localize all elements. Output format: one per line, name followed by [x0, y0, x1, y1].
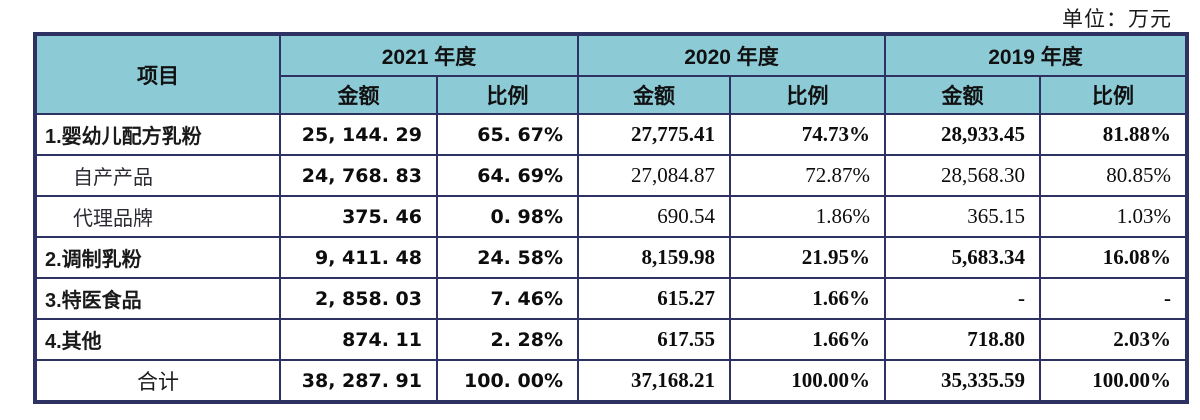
row-label: 1.婴幼儿配方乳粉 — [34, 113, 281, 156]
revenue-breakdown-table: 项目 2021 年度 2020 年度 2019 年度 金额 比例 金额 比例 金… — [33, 32, 1189, 404]
amount-cell-2019: 365.15 — [884, 195, 1041, 238]
ratio-cell-2021: 24. 58% — [436, 236, 579, 279]
ratio-cell-2021: 64. 69% — [436, 154, 579, 197]
amount-cell-2021: 24, 768. 83 — [279, 154, 438, 197]
amount-cell-2020: 690.54 — [577, 195, 731, 238]
amount-cell-2020: 8,159.98 — [577, 236, 731, 279]
ratio-cell-2021: 0. 98% — [436, 195, 579, 238]
amount-cell-2019: 28,568.30 — [884, 154, 1041, 197]
amount-cell-2020: 617.55 — [577, 318, 731, 361]
ratio-header-2019: 比例 — [1039, 75, 1188, 115]
ratio-cell-2019: 16.08% — [1039, 236, 1188, 279]
amount-cell-2019: 28,933.45 — [884, 113, 1041, 156]
unit-label: 单位：万元 — [1062, 7, 1172, 31]
amount-cell-2021: 38, 287. 91 — [279, 359, 438, 403]
amount-header-2021: 金额 — [279, 75, 438, 115]
amount-cell-2021: 2, 858. 03 — [279, 277, 438, 320]
ratio-cell-2020: 1.66% — [729, 318, 886, 361]
table-row: 4.其他 874. 11 2. 28% 617.55 1.66% 718.80 … — [34, 318, 1188, 361]
row-label: 4.其他 — [34, 318, 281, 361]
ratio-cell-2020: 1.86% — [729, 195, 886, 238]
ratio-cell-2021: 100. 00% — [436, 359, 579, 403]
ratio-cell-2020: 74.73% — [729, 113, 886, 156]
table-row: 自产产品 24, 768. 83 64. 69% 27,084.87 72.87… — [34, 154, 1188, 197]
ratio-cell-2019: 2.03% — [1039, 318, 1188, 361]
ratio-cell-2020: 21.95% — [729, 236, 886, 279]
ratio-cell-2019: 100.00% — [1039, 359, 1188, 403]
ratio-cell-2019: 81.88% — [1039, 113, 1188, 156]
table-row: 1.婴幼儿配方乳粉 25, 144. 29 65. 67% 27,775.41 … — [34, 113, 1188, 156]
amount-header-2020: 金额 — [577, 75, 731, 115]
table-row: 3.特医食品 2, 858. 03 7. 46% 615.27 1.66% - … — [34, 277, 1188, 320]
amount-cell-2019: 35,335.59 — [884, 359, 1041, 403]
row-label: 自产产品 — [34, 154, 281, 197]
row-label: 3.特医食品 — [34, 277, 281, 320]
row-label: 代理品牌 — [34, 195, 281, 238]
ratio-cell-2021: 65. 67% — [436, 113, 579, 156]
amount-cell-2021: 375. 46 — [279, 195, 438, 238]
amount-header-2019: 金额 — [884, 75, 1041, 115]
amount-cell-2021: 9, 411. 48 — [279, 236, 438, 279]
amount-cell-2021: 874. 11 — [279, 318, 438, 361]
amount-cell-2021: 25, 144. 29 — [279, 113, 438, 156]
ratio-header-2020: 比例 — [729, 75, 886, 115]
amount-cell-2020: 37,168.21 — [577, 359, 731, 403]
amount-cell-2020: 27,775.41 — [577, 113, 731, 156]
amount-cell-2020: 615.27 — [577, 277, 731, 320]
total-label: 合计 — [34, 359, 281, 403]
table-row: 2.调制乳粉 9, 411. 48 24. 58% 8,159.98 21.95… — [34, 236, 1188, 279]
amount-cell-2019: 5,683.34 — [884, 236, 1041, 279]
ratio-cell-2019: 80.85% — [1039, 154, 1188, 197]
ratio-cell-2021: 7. 46% — [436, 277, 579, 320]
year-2019-header: 2019 年度 — [884, 33, 1188, 77]
amount-cell-2019: - — [884, 277, 1041, 320]
item-column-header: 项目 — [34, 33, 281, 115]
amount-cell-2020: 27,084.87 — [577, 154, 731, 197]
ratio-cell-2020: 72.87% — [729, 154, 886, 197]
amount-cell-2019: 718.80 — [884, 318, 1041, 361]
total-row: 合计 38, 287. 91 100. 00% 37,168.21 100.00… — [34, 359, 1188, 403]
year-2021-header: 2021 年度 — [279, 33, 579, 77]
row-label: 2.调制乳粉 — [34, 236, 281, 279]
ratio-cell-2020: 1.66% — [729, 277, 886, 320]
table-row: 代理品牌 375. 46 0. 98% 690.54 1.86% 365.15 … — [34, 195, 1188, 238]
ratio-cell-2019: - — [1039, 277, 1188, 320]
ratio-cell-2020: 100.00% — [729, 359, 886, 403]
table-header: 项目 2021 年度 2020 年度 2019 年度 金额 比例 金额 比例 金… — [34, 33, 1188, 115]
ratio-header-2021: 比例 — [436, 75, 579, 115]
ratio-cell-2021: 2. 28% — [436, 318, 579, 361]
year-2020-header: 2020 年度 — [577, 33, 886, 77]
ratio-cell-2019: 1.03% — [1039, 195, 1188, 238]
